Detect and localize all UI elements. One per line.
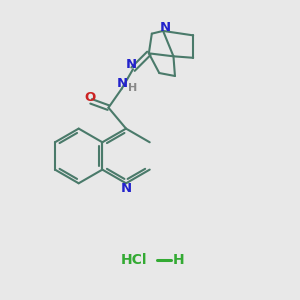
Text: N: N xyxy=(117,77,128,90)
Text: H: H xyxy=(172,253,184,267)
Text: O: O xyxy=(84,91,95,104)
Text: N: N xyxy=(160,21,171,34)
Text: H: H xyxy=(128,83,137,93)
Text: HCl: HCl xyxy=(120,253,147,267)
Text: N: N xyxy=(121,182,132,195)
Text: N: N xyxy=(126,58,137,70)
